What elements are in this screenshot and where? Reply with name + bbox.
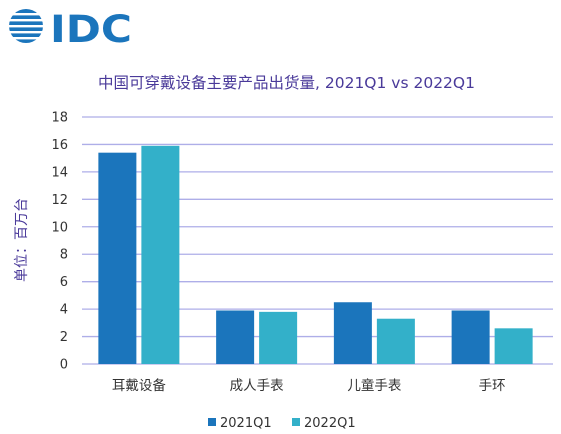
legend: 2021Q1 2022Q1: [208, 416, 356, 431]
y-tick-label: 10: [51, 220, 68, 235]
y-axis-label: 单位：百万台: [14, 198, 30, 282]
bar-2021Q1: [333, 302, 372, 364]
y-tick-label: 2: [60, 330, 68, 345]
bar-2021Q1: [216, 310, 255, 364]
x-axis: 耳戴设备 成人手表 儿童手表 手环: [112, 377, 506, 394]
x-category-label: 成人手表: [230, 378, 284, 394]
y-axis: 0 2 4 6 8 10 12 14 16 18: [51, 111, 68, 373]
y-tick-label: 18: [51, 111, 68, 126]
y-tick-label: 0: [60, 358, 68, 373]
bar-2022Q1: [494, 328, 533, 364]
idc-logo: IDC: [9, 8, 132, 48]
legend-label: 2021Q1: [220, 416, 272, 431]
x-category-label: 手环: [479, 378, 506, 394]
y-tick-label: 12: [51, 193, 68, 208]
legend-swatch: [292, 418, 300, 426]
globe-icon: [9, 9, 43, 43]
bar-2021Q1: [451, 310, 490, 364]
logo-text: IDC: [50, 8, 132, 48]
x-category-label: 耳戴设备: [112, 377, 166, 394]
bars: [98, 145, 533, 364]
y-tick-label: 4: [60, 303, 68, 318]
legend-swatch: [208, 418, 216, 426]
chart-title: 中国可穿戴设备主要产品出货量, 2021Q1 vs 2022Q1: [98, 74, 475, 92]
y-tick-label: 6: [60, 275, 68, 290]
bar-2022Q1: [376, 318, 415, 364]
bar-2022Q1: [141, 145, 180, 364]
bar-2022Q1: [259, 311, 298, 364]
legend-label: 2022Q1: [304, 416, 356, 431]
y-tick-label: 16: [51, 138, 68, 153]
bar-2021Q1: [98, 152, 137, 364]
y-tick-label: 14: [51, 165, 68, 180]
x-category-label: 儿童手表: [347, 377, 401, 394]
y-tick-label: 8: [60, 248, 68, 263]
